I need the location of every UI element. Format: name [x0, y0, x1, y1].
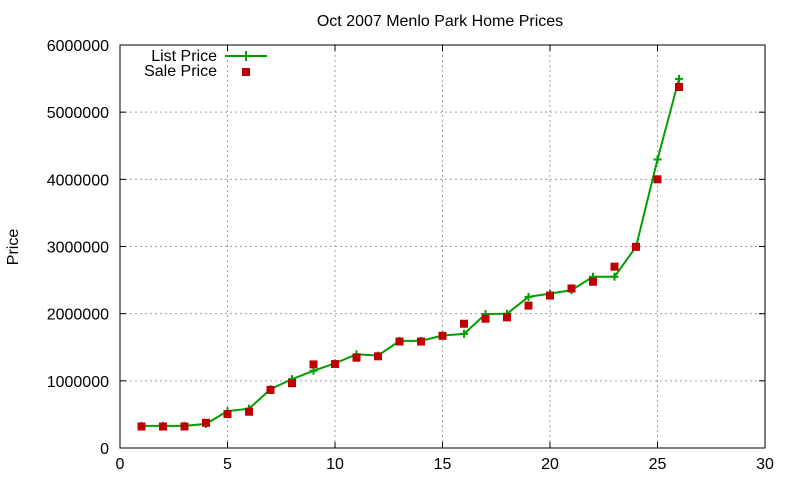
x-tick-label: 0 — [116, 456, 125, 473]
x-tick-label: 5 — [223, 456, 232, 473]
y-tick-label: 0 — [100, 441, 109, 458]
sale-price-point-25 — [653, 175, 662, 184]
legend: List Price Sale Price — [144, 48, 267, 80]
legend-label-list-price: List Price — [151, 48, 217, 65]
sale-price-point-10 — [331, 360, 339, 369]
list-price-point-23 — [610, 272, 619, 281]
y-axis-label: Price — [5, 229, 22, 266]
sale-price-point-1 — [137, 422, 146, 431]
sale-price-point-20 — [546, 291, 554, 300]
plot-frame — [119, 44, 766, 449]
tick-marks — [119, 44, 766, 449]
x-tick-label: 15 — [434, 456, 452, 473]
series-layer — [137, 74, 683, 431]
y-tick-label: 5000000 — [47, 105, 109, 122]
sale-price-point-22 — [589, 277, 597, 286]
sale-price-point-19 — [524, 301, 533, 310]
sale-price-point-6 — [245, 407, 253, 416]
sale-price-point-15 — [438, 331, 447, 340]
legend-label-sale-price: Sale Price — [144, 63, 217, 80]
sale-price-point-9 — [309, 360, 318, 369]
sale-price-point-11 — [352, 353, 361, 362]
sale-price-point-23 — [610, 262, 619, 271]
x-tick-labels: 0 5 10 15 20 25 30 — [116, 456, 774, 473]
list-price-point-19 — [524, 292, 533, 301]
sale-price-point-21 — [567, 284, 576, 293]
list-price-point-26 — [675, 74, 683, 83]
x-tick-label: 30 — [756, 456, 774, 473]
sale-price-point-2 — [159, 422, 167, 431]
list-price-point-25 — [653, 155, 662, 164]
y-tick-label: 1000000 — [47, 374, 109, 391]
sale-price-point-14 — [417, 337, 425, 346]
sale-price-point-18 — [503, 313, 511, 322]
y-tick-label: 4000000 — [47, 172, 109, 189]
legend-marker-sale-price — [242, 68, 250, 76]
y-tick-label: 6000000 — [47, 38, 109, 55]
grid-layer — [120, 45, 765, 448]
sale-price-point-5 — [223, 410, 232, 419]
chart-title: Oct 2007 Menlo Park Home Prices — [317, 13, 563, 30]
sale-price-point-13 — [395, 337, 404, 346]
sale-price-point-26 — [675, 82, 683, 91]
legend-marker-list-price — [241, 51, 251, 61]
sale-price-point-7 — [266, 385, 275, 394]
sale-price-point-4 — [202, 418, 210, 427]
x-tick-label: 25 — [649, 456, 667, 473]
sale-price-point-17 — [481, 314, 490, 323]
sale-price-point-3 — [180, 422, 189, 431]
y-tick-label: 2000000 — [47, 307, 109, 324]
x-tick-label: 10 — [326, 456, 344, 473]
sale-price-point-24 — [632, 242, 640, 251]
y-tick-labels: 0 1000000 2000000 3000000 4000000 5000000 6000… — [47, 38, 109, 458]
list-price-point-16 — [460, 329, 468, 338]
y-tick-label: 3000000 — [47, 240, 109, 257]
sale-price-point-16 — [460, 319, 468, 328]
sale-price-point-8 — [288, 379, 296, 388]
sale-price-point-12 — [374, 352, 382, 361]
x-tick-label: 20 — [541, 456, 559, 473]
